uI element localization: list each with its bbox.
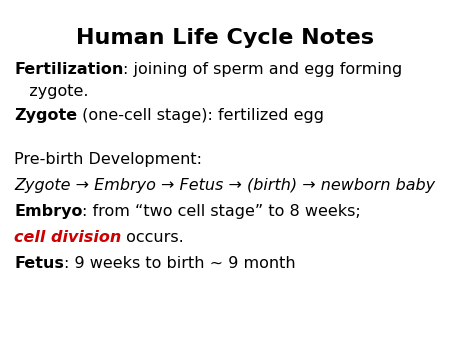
Text: Zygote → Embryo → Fetus → (birth) → newborn baby: Zygote → Embryo → Fetus → (birth) → newb…	[14, 178, 435, 193]
Text: Pre-birth Development:: Pre-birth Development:	[14, 152, 202, 167]
Text: zygote.: zygote.	[14, 84, 89, 99]
Text: occurs.: occurs.	[121, 230, 184, 245]
Text: : joining of sperm and egg forming: : joining of sperm and egg forming	[123, 62, 403, 77]
Text: : from “two cell stage” to 8 weeks;: : from “two cell stage” to 8 weeks;	[82, 204, 361, 219]
Text: cell division: cell division	[14, 230, 121, 245]
Text: Fetus: Fetus	[14, 256, 64, 271]
Text: (one-cell stage): fertilized egg: (one-cell stage): fertilized egg	[77, 108, 324, 123]
Text: Human Life Cycle Notes: Human Life Cycle Notes	[76, 28, 374, 48]
Text: Zygote: Zygote	[14, 108, 77, 123]
Text: Embryo: Embryo	[14, 204, 82, 219]
Text: Fertilization: Fertilization	[14, 62, 123, 77]
Text: : 9 weeks to birth ~ 9 month: : 9 weeks to birth ~ 9 month	[64, 256, 296, 271]
